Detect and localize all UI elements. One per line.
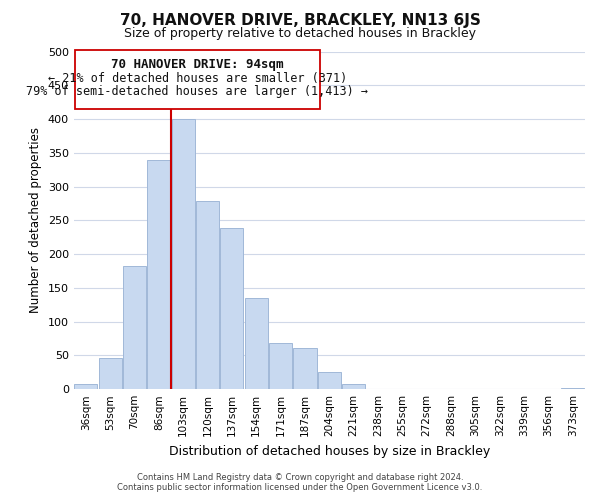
- Bar: [196, 202, 219, 389]
- Y-axis label: Number of detached properties: Number of detached properties: [29, 128, 42, 314]
- Bar: [561, 388, 584, 389]
- Text: Size of property relative to detached houses in Brackley: Size of property relative to detached ho…: [124, 28, 476, 40]
- Bar: [342, 384, 365, 389]
- Bar: [147, 160, 170, 389]
- Bar: [269, 344, 292, 389]
- Bar: [172, 119, 195, 389]
- Bar: [123, 266, 146, 389]
- X-axis label: Distribution of detached houses by size in Brackley: Distribution of detached houses by size …: [169, 444, 490, 458]
- Bar: [74, 384, 97, 389]
- Bar: [245, 298, 268, 389]
- Text: 79% of semi-detached houses are larger (1,413) →: 79% of semi-detached houses are larger (…: [26, 84, 368, 98]
- Bar: [75, 50, 320, 109]
- Bar: [293, 348, 317, 389]
- Text: ← 21% of detached houses are smaller (371): ← 21% of detached houses are smaller (37…: [47, 72, 347, 85]
- Text: 70 HANOVER DRIVE: 94sqm: 70 HANOVER DRIVE: 94sqm: [111, 58, 283, 71]
- Text: 70, HANOVER DRIVE, BRACKLEY, NN13 6JS: 70, HANOVER DRIVE, BRACKLEY, NN13 6JS: [119, 12, 481, 28]
- Bar: [98, 358, 122, 389]
- Bar: [318, 372, 341, 389]
- Text: Contains HM Land Registry data © Crown copyright and database right 2024.
Contai: Contains HM Land Registry data © Crown c…: [118, 473, 482, 492]
- Bar: [220, 228, 244, 389]
